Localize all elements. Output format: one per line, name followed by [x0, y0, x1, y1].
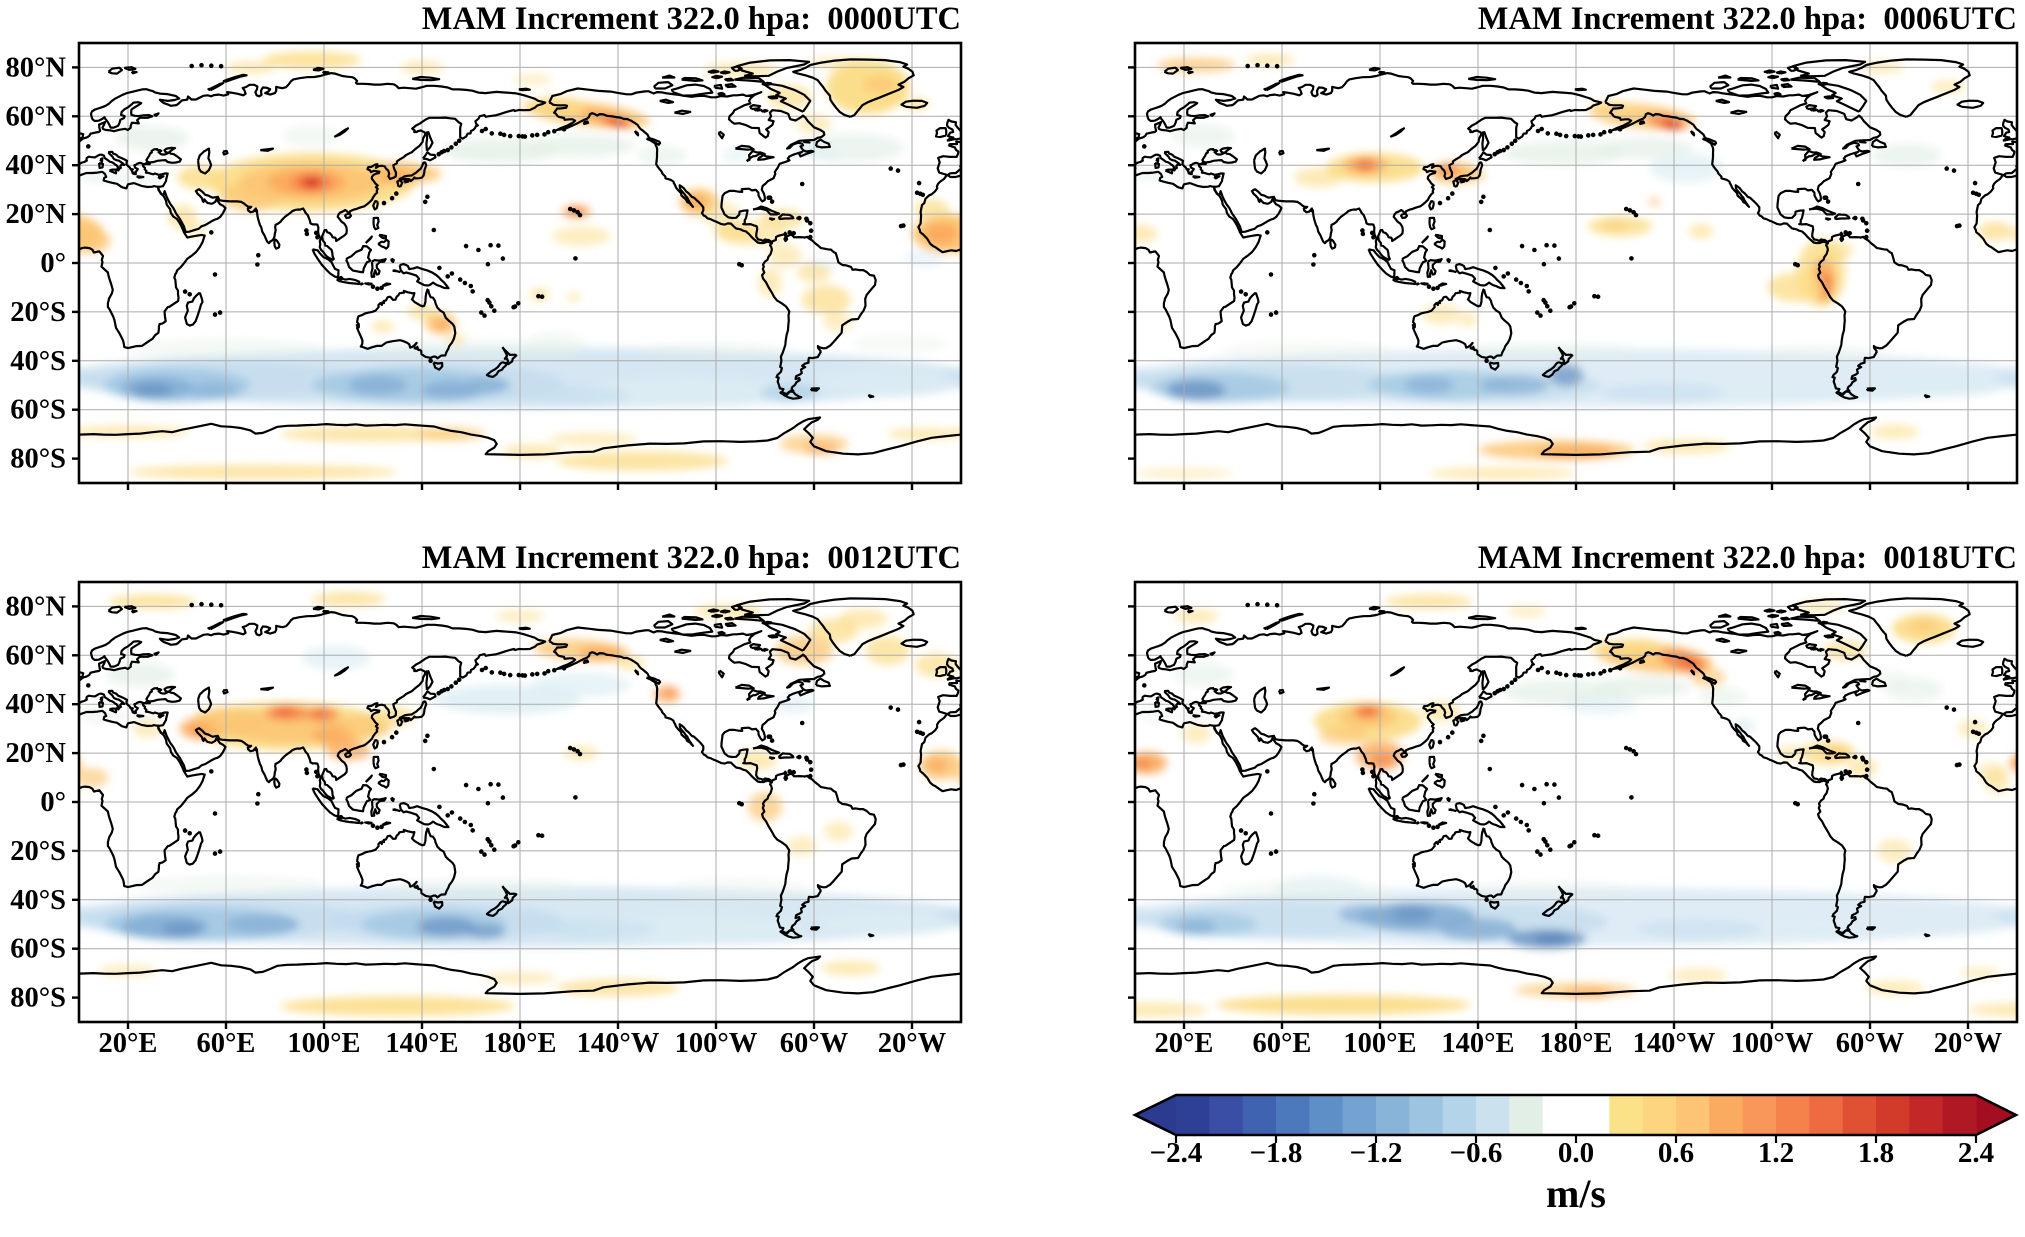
svg-text:60°S: 60°S [10, 934, 66, 965]
svg-text:80°N: 80°N [6, 591, 67, 622]
svg-text:140°W: 140°W [1633, 1028, 1716, 1059]
svg-text:20°S: 20°S [10, 836, 66, 867]
svg-text:60°S: 60°S [10, 395, 66, 426]
svg-text:40°S: 40°S [10, 885, 66, 916]
svg-text:140°E: 140°E [1441, 1028, 1514, 1059]
svg-text:1.2: 1.2 [1758, 1137, 1794, 1169]
svg-text:60°W: 60°W [780, 1028, 849, 1059]
svg-text:100°W: 100°W [1731, 1028, 1814, 1059]
svg-text:MAM Increment 322.0 hpa: 0006: MAM Increment 322.0 hpa: 0006UTC [1478, 1, 2017, 37]
svg-text:180°E: 180°E [1539, 1028, 1612, 1059]
svg-text:80°S: 80°S [10, 444, 66, 475]
svg-text:0.0: 0.0 [1558, 1137, 1594, 1169]
svg-text:80°N: 80°N [6, 52, 67, 83]
svg-text:MAM Increment 322.0 hpa: 0012: MAM Increment 322.0 hpa: 0012UTC [422, 540, 961, 576]
svg-text:60°E: 60°E [197, 1028, 256, 1059]
svg-text:20°E: 20°E [99, 1028, 158, 1059]
svg-text:40°S: 40°S [10, 346, 66, 377]
svg-text:20°W: 20°W [1934, 1028, 2003, 1059]
svg-text:20°S: 20°S [10, 297, 66, 328]
svg-text:m/s: m/s [1546, 1171, 1606, 1216]
svg-text:−1.2: −1.2 [1350, 1137, 1403, 1169]
svg-text:−1.8: −1.8 [1250, 1137, 1303, 1169]
svg-text:60°N: 60°N [6, 101, 67, 132]
svg-text:1.8: 1.8 [1858, 1137, 1894, 1169]
svg-text:2.4: 2.4 [1958, 1137, 1994, 1169]
svg-text:60°N: 60°N [6, 640, 67, 671]
svg-text:MAM Increment 322.0 hpa: 0000: MAM Increment 322.0 hpa: 0000UTC [422, 1, 961, 37]
svg-text:20°N: 20°N [6, 199, 67, 230]
svg-text:20°E: 20°E [1155, 1028, 1214, 1059]
svg-text:140°E: 140°E [385, 1028, 458, 1059]
svg-text:40°N: 40°N [6, 150, 67, 181]
svg-text:100°E: 100°E [1343, 1028, 1416, 1059]
svg-text:20°N: 20°N [6, 738, 67, 769]
svg-text:100°W: 100°W [675, 1028, 758, 1059]
svg-text:40°N: 40°N [6, 689, 67, 720]
svg-text:0°: 0° [40, 787, 66, 818]
svg-text:140°W: 140°W [577, 1028, 660, 1059]
svg-text:80°S: 80°S [10, 983, 66, 1014]
svg-text:0.6: 0.6 [1658, 1137, 1694, 1169]
svg-text:60°W: 60°W [1836, 1028, 1905, 1059]
svg-text:−2.4: −2.4 [1150, 1137, 1203, 1169]
svg-text:MAM Increment 322.0 hpa: 0018: MAM Increment 322.0 hpa: 0018UTC [1478, 540, 2017, 576]
svg-text:−0.6: −0.6 [1450, 1137, 1503, 1169]
svg-text:20°W: 20°W [878, 1028, 947, 1059]
svg-text:180°E: 180°E [483, 1028, 556, 1059]
svg-text:0°: 0° [40, 248, 66, 279]
svg-text:60°E: 60°E [1253, 1028, 1312, 1059]
svg-text:100°E: 100°E [287, 1028, 360, 1059]
